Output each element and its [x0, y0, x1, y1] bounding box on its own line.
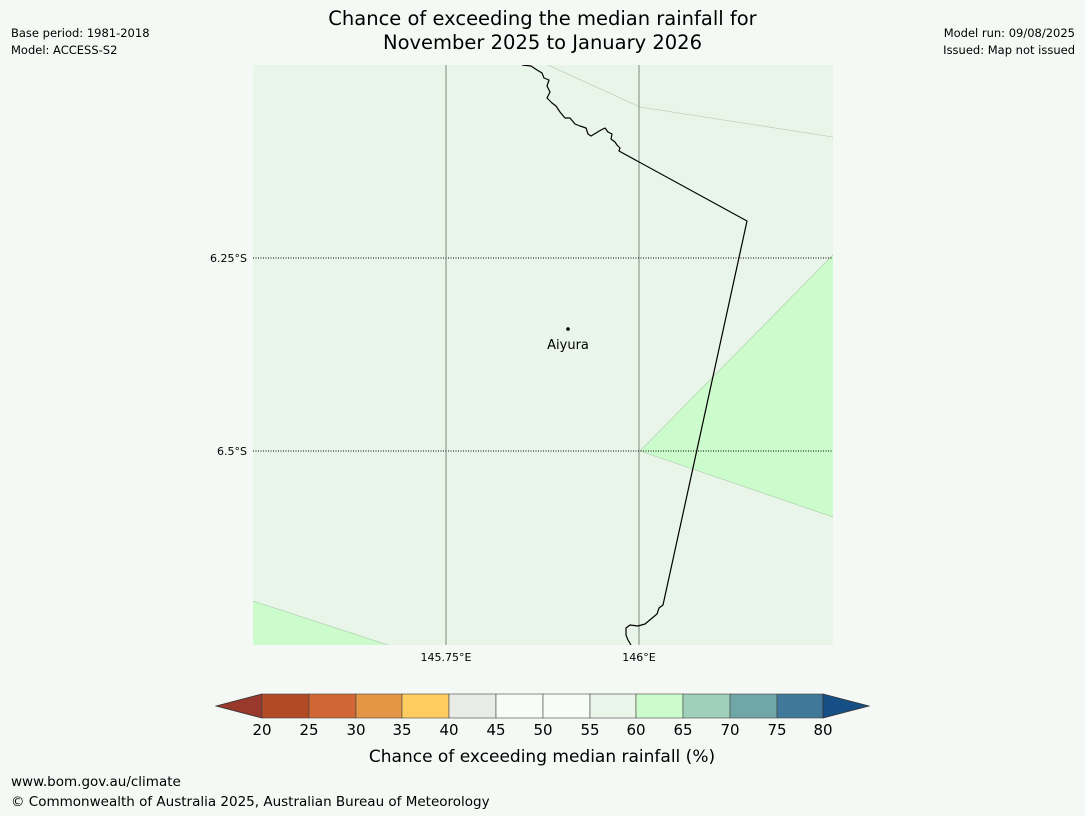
footer-url: www.bom.gov.au/climate — [11, 774, 181, 790]
colorbar-tick-40: 40 — [439, 721, 458, 739]
colorbar-tick-55: 55 — [580, 721, 599, 739]
colorbar-tick-70: 70 — [720, 721, 739, 739]
colorbar-bin-75-80 — [776, 693, 824, 719]
province-boundary-line — [521, 65, 748, 645]
contour-line-north — [547, 65, 833, 138]
title-line-2: November 2025 to January 2026 — [383, 31, 702, 54]
colorbar-extend-low — [214, 693, 263, 719]
meta-right: Model run: 09/08/2025 Issued: Map not is… — [943, 25, 1075, 59]
lon-label-145-75: 145.75°E — [421, 651, 472, 664]
model-text: Model: ACCESS-S2 — [11, 43, 118, 57]
colorbar-bin-70-75 — [729, 693, 778, 719]
colorbar-extend-high — [822, 693, 871, 719]
contour-line-east-lower — [639, 450, 833, 518]
colorbar-bin-35-40 — [401, 693, 450, 719]
map-title: Chance of exceeding the median rainfall … — [0, 7, 1085, 55]
colorbar-tick-75: 75 — [767, 721, 786, 739]
colorbar-bin-60-65 — [635, 693, 684, 719]
colorbar-bin-40-45 — [448, 693, 497, 719]
colorbar: 20 25 30 35 40 45 50 55 60 65 70 75 80 C… — [214, 693, 871, 767]
contour-line-east-upper — [639, 254, 833, 452]
colorbar-tick-25: 25 — [299, 721, 318, 739]
meta-left: Base period: 1981-2018 Model: ACCESS-S2 — [11, 25, 150, 59]
map-panel: Aiyura — [253, 65, 833, 645]
footer-copyright: © Commonwealth of Australia 2025, Austra… — [11, 794, 490, 810]
colorbar-bin-30-35 — [355, 693, 403, 719]
issued-text: Issued: Map not issued — [943, 43, 1075, 57]
colorbar-tick-30: 30 — [346, 721, 365, 739]
model-run-text: Model run: 09/08/2025 — [943, 26, 1075, 40]
colorbar-bin-20-25 — [261, 693, 310, 719]
base-period-text: Base period: 1981-2018 — [11, 26, 150, 40]
colorbar-tick-35: 35 — [392, 721, 411, 739]
aiyura-marker — [566, 327, 570, 331]
contour-line-southwest — [253, 600, 389, 645]
colorbar-tick-50: 50 — [533, 721, 552, 739]
title-line-1: Chance of exceeding the median rainfall … — [328, 7, 757, 30]
aiyura-label: Aiyura — [547, 338, 589, 353]
colorbar-bin-25-30 — [308, 693, 357, 719]
colorbar-tick-45: 45 — [486, 721, 505, 739]
colorbar-tick-20: 20 — [252, 721, 271, 739]
colorbar-label: Chance of exceeding median rainfall (%) — [369, 747, 715, 767]
colorbar-tick-80: 80 — [813, 721, 832, 739]
lon-label-146: 146°E — [622, 651, 655, 664]
probability-region-east — [640, 255, 833, 517]
colorbar-bin-55-60 — [589, 693, 637, 719]
lat-label-6-5: 6.5°S — [217, 445, 247, 458]
colorbar-bin-65-70 — [682, 693, 731, 719]
lat-label-6-25: 6.25°S — [210, 252, 247, 265]
colorbar-bin-45-50 — [495, 693, 544, 719]
colorbar-tick-60: 60 — [626, 721, 645, 739]
colorbar-tick-65: 65 — [673, 721, 692, 739]
colorbar-bin-50-55 — [542, 693, 591, 719]
